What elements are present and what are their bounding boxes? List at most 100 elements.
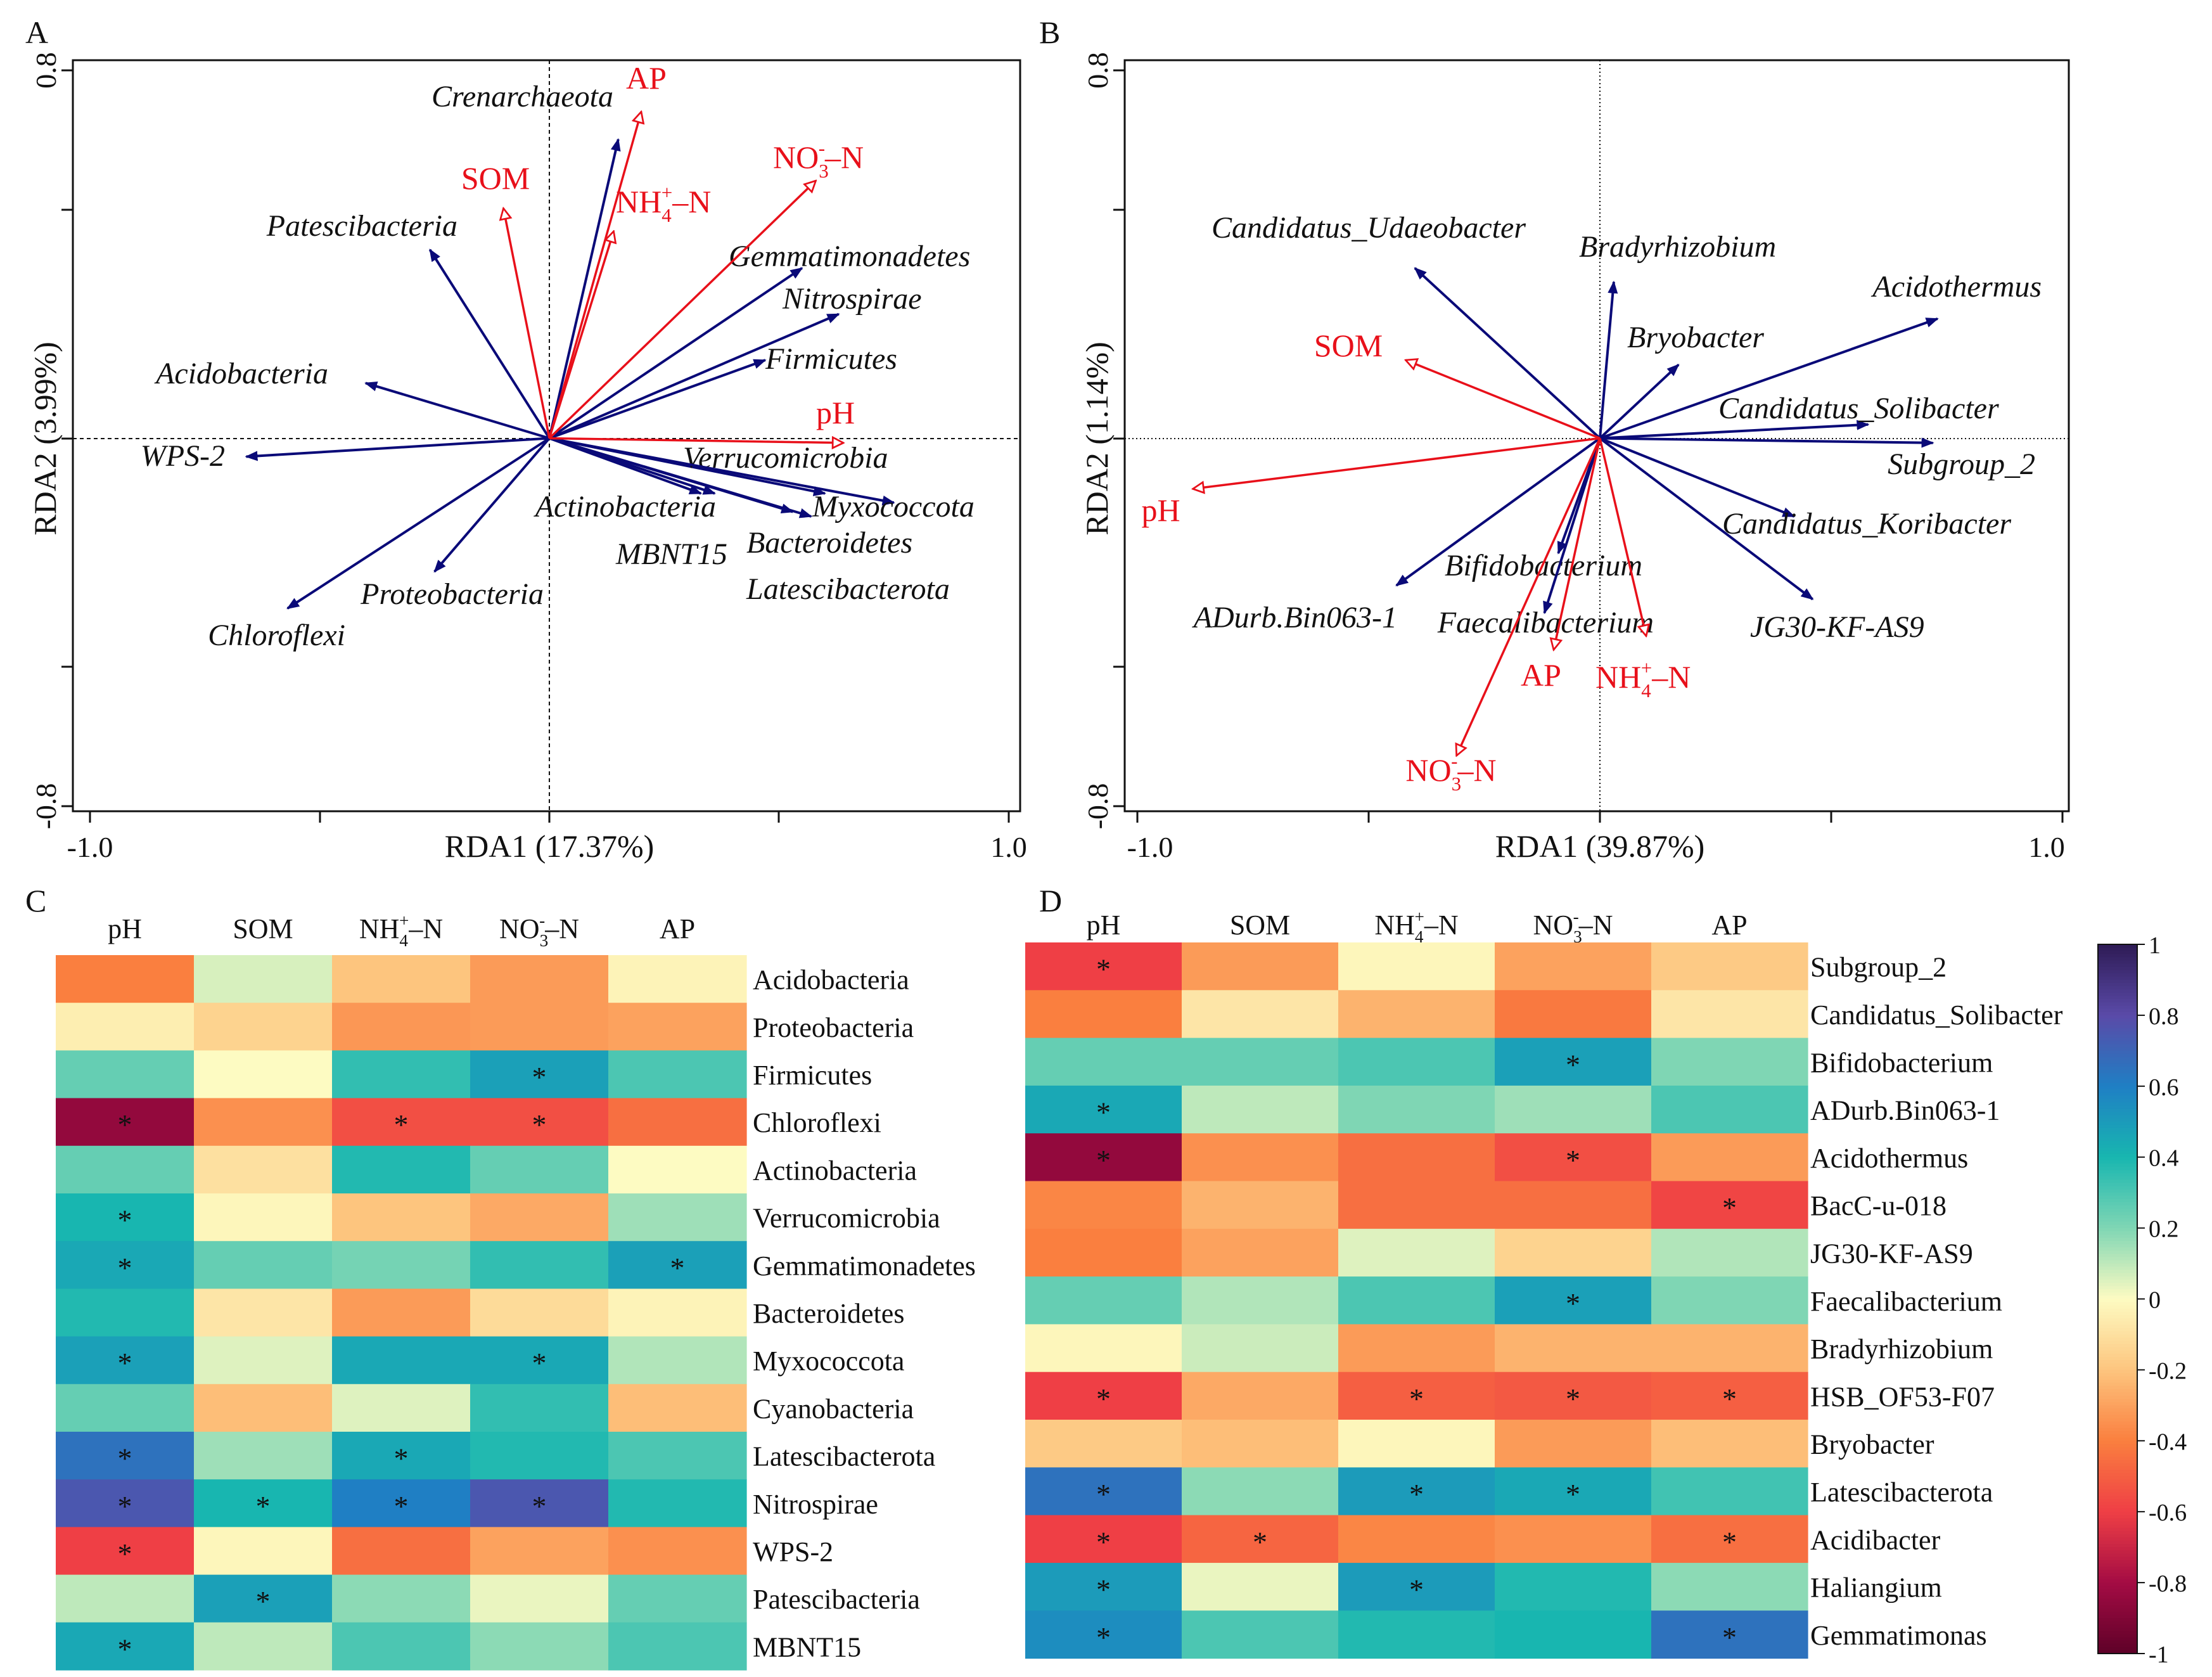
rda-a-env-label-nh4-n-main: NH: [616, 184, 662, 219]
rda-a-env-arrow-no3-n: [548, 181, 816, 439]
colorbar-segment: [2098, 1531, 2137, 1535]
colorbar-segment: [2098, 1540, 2137, 1545]
colorbar-segment: [2098, 1012, 2137, 1016]
heatmap-c-cell-myxococcota-ph: [56, 1336, 195, 1385]
colorbar-segment: [2098, 1008, 2137, 1013]
rda-b-env-label-nh4-n-superscript: +: [1641, 657, 1652, 679]
colorbar-segment: [2098, 986, 2137, 991]
colorbar-segment: [2098, 1621, 2137, 1626]
colorbar-segment: [2098, 1579, 2137, 1583]
heatmap-d-cell-adurb-bin063-1-ph: [1025, 1085, 1182, 1134]
heatmap-c-column-header-nh4-n-superscript: +: [399, 911, 409, 930]
heatmap-c-cell-chloroflexi-som: [194, 1098, 333, 1147]
panel-letter-d: D: [1039, 883, 1062, 918]
heatmap-c-cell-gemmatimonadetes-ap: [608, 1241, 747, 1289]
heatmap-d-row-label-bifidobacterium: Bifidobacterium: [1810, 1047, 1993, 1078]
colorbar-segment: [2098, 1563, 2137, 1567]
colorbar-segment: [2098, 1492, 2137, 1496]
colorbar-segment: [2098, 1614, 2137, 1619]
rda-b-species-label-acidothermus: Acidothermus: [1870, 270, 2042, 304]
colorbar-segment: [2098, 1250, 2137, 1255]
heatmap-c-cell-acidobacteria-nh4-n: [332, 955, 471, 1003]
colorbar-segment: [2098, 1547, 2137, 1552]
colorbar-tick-label: 0: [2149, 1287, 2161, 1314]
heatmap-c-column-header-no3-n: NO3-–N: [499, 911, 579, 951]
heatmap-d-cell-faecalibacterium-ph: [1025, 1276, 1182, 1325]
heatmap-d-cell-jg30-kf-as9-som: [1182, 1228, 1339, 1277]
colorbar-segment: [2098, 1189, 2137, 1193]
heatmap-d-column-header-no3-n-main: NO: [1533, 909, 1574, 941]
panel-letter-b: B: [1039, 15, 1060, 50]
colorbar-segment: [2098, 1218, 2137, 1223]
colorbar-segment: [2098, 1399, 2137, 1403]
colorbar-segment: [2098, 1083, 2137, 1087]
rda-a-env-arrow-som: [504, 209, 551, 439]
heatmap-d-row-label-latescibacterota: Latescibacterota: [1810, 1477, 1993, 1508]
colorbar-segment: [2098, 1512, 2137, 1516]
heatmap-c-cell-latescibacterota-ap: [608, 1432, 747, 1480]
colorbar-segment: [2098, 1173, 2137, 1178]
colorbar-segment: [2098, 1569, 2137, 1574]
colorbar-segment: [2098, 1482, 2137, 1487]
colorbar-segment: [2098, 1415, 2137, 1419]
heatmap-c-cell-patescibacteria-ph: [56, 1574, 195, 1623]
heatmap-d-cell-latescibacterota-ph: [1025, 1467, 1182, 1516]
heatmap-d-cell-bryobacter-ph: [1025, 1420, 1182, 1468]
colorbar-segment: [2098, 1138, 2137, 1142]
colorbar-segment: [2098, 973, 2137, 977]
colorbar-segment: [2098, 1544, 2137, 1548]
heatmap-d-cell-haliangium-nh4-n: [1338, 1562, 1495, 1611]
colorbar-segment: [2098, 1295, 2137, 1300]
heatmap-d-cell-faecalibacterium-som: [1182, 1276, 1339, 1325]
heatmap-c-cell-actinobacteria-nh4-n: [332, 1145, 471, 1194]
colorbar-segment: [2098, 1057, 2137, 1061]
heatmap-c-significance-mark-mbnt15-ph: *: [118, 1633, 132, 1665]
colorbar-segment: [2098, 1640, 2137, 1645]
colorbar-segment: [2098, 1025, 2137, 1029]
heatmap-c-column-header-ph: pH: [108, 913, 142, 944]
heatmap-d-cell-bradyrhizobium-som: [1182, 1324, 1339, 1373]
colorbar-segment: [2098, 1269, 2137, 1274]
heatmap-c-cell-bacteroidetes-ap: [608, 1288, 747, 1337]
heatmap-d-cell-bradyrhizobium-ph: [1025, 1324, 1182, 1373]
colorbar-segment: [2098, 1505, 2137, 1509]
colorbar-tick-label: -0.8: [2149, 1571, 2187, 1597]
rda-b-x-label: RDA1 (39.87%): [1495, 828, 1705, 864]
colorbar-segment: [2098, 1576, 2137, 1580]
heatmap-c-significance-mark-verrucomicrobia-ph: *: [118, 1204, 132, 1237]
heatmap-d-cell-adurb-bin063-1-no3-n: [1495, 1085, 1652, 1134]
heatmap-c-row-label-gemmatimonadetes: Gemmatimonadetes: [753, 1250, 976, 1282]
heatmap-c-column-header-nh4-n: NH4+–N: [359, 911, 443, 951]
rda-a-species-arrow-latescibacterota: [549, 437, 813, 518]
colorbar-segment: [2098, 1357, 2137, 1361]
colorbar-segment: [2098, 1221, 2137, 1226]
heatmap-c-cell-proteobacteria-som: [194, 1003, 333, 1051]
heatmap-d-significance-mark-haliangium-nh4-n: *: [1409, 1574, 1424, 1606]
heatmap-d-cell-bifidobacterium-ph: [1025, 1038, 1182, 1086]
rda-b-species-arrow-bradyrhizobium: [1599, 280, 1618, 439]
colorbar-tick-label: 0.6: [2149, 1074, 2179, 1101]
rda-a-species-label-bacteroidetes: Bacteroidetes: [746, 526, 912, 560]
heatmap-c-cell-verrucomicrobia-ap: [608, 1193, 747, 1242]
colorbar-segment: [2098, 1418, 2137, 1422]
heatmap-d-cell-faecalibacterium-no3-n: [1495, 1276, 1652, 1325]
colorbar-segment: [2098, 1209, 2137, 1212]
rda-b-species-label-candidatus-koribacter: Candidatus_Koribacter: [1722, 507, 2011, 541]
colorbar-segment: [2098, 1589, 2137, 1593]
heatmap-d-cell-hsb-of53-f07-som: [1182, 1372, 1339, 1420]
heatmap-d-column-header-no3-n-subscript: 3: [1573, 927, 1582, 946]
colorbar-segment: [2098, 970, 2137, 974]
colorbar-segment: [2098, 1643, 2137, 1648]
heatmap-d-column-header-nh4-n-main: NH: [1374, 909, 1415, 941]
colorbar-segment: [2098, 1202, 2137, 1206]
colorbar-segment: [2098, 1608, 2137, 1612]
heatmap-c-significance-mark-nitrospirae-ph: *: [118, 1490, 132, 1522]
panel-letter-a: A: [25, 15, 48, 50]
colorbar-segment: [2098, 1305, 2137, 1309]
heatmap-d-cell-bacc-u-018-ph: [1025, 1181, 1182, 1230]
heatmap-d-significance-mark-acidibacter-ap: *: [1722, 1526, 1737, 1558]
heatmap-d-cell-candidatus-solibacter-som: [1182, 990, 1339, 1039]
heatmap-d-cell-acidothermus-som: [1182, 1133, 1339, 1182]
heatmap-c-cell-patescibacteria-ap: [608, 1574, 747, 1623]
rda-a-env-label-ap-main: AP: [626, 60, 667, 96]
